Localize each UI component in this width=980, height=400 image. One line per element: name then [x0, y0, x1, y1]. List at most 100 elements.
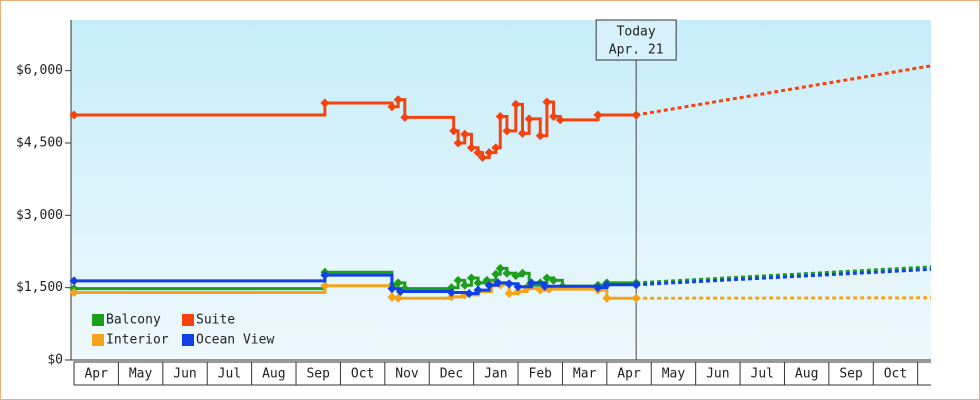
point — [549, 275, 559, 285]
point — [504, 288, 514, 298]
x-tick-label: Jun — [173, 367, 196, 382]
point — [387, 292, 397, 302]
forecast-line — [636, 267, 932, 287]
y-tick-label: $1,500 — [16, 280, 63, 295]
x-tick-label: Jul — [218, 367, 241, 382]
point — [502, 268, 512, 278]
point — [387, 102, 397, 112]
point — [393, 95, 403, 105]
point — [478, 152, 488, 162]
point — [387, 284, 397, 294]
y-tick-label: $6,000 — [16, 63, 63, 78]
point — [473, 285, 483, 295]
point — [517, 128, 527, 138]
point — [526, 278, 536, 288]
point — [460, 280, 470, 290]
point — [491, 143, 501, 153]
point — [400, 112, 410, 122]
legend-swatch — [182, 334, 194, 346]
x-tick-label: Mar — [573, 367, 597, 382]
point — [320, 281, 330, 291]
today-box — [595, 19, 677, 61]
point — [524, 114, 534, 124]
point — [511, 271, 521, 281]
legend-swatch — [92, 334, 104, 346]
x-tick-label: Jul — [751, 367, 774, 382]
point — [517, 268, 527, 278]
point — [69, 276, 79, 286]
point — [495, 111, 505, 121]
x-tick-label: Aug — [795, 367, 818, 382]
x-tick-label: Dec — [440, 367, 463, 382]
x-tick-label: Feb — [529, 367, 553, 382]
x-tick-label: May — [129, 367, 153, 382]
point — [466, 143, 476, 153]
today-label: Today — [617, 25, 656, 40]
x-tick-label: Oct — [884, 367, 907, 382]
point — [602, 280, 612, 290]
point — [473, 278, 483, 288]
point — [542, 273, 552, 283]
x-tick-label: Nov — [395, 367, 419, 382]
forecast-line — [636, 265, 932, 285]
point — [631, 280, 641, 290]
point — [69, 110, 79, 120]
x-tick-label: Oct — [351, 367, 374, 382]
plot-area — [71, 20, 931, 360]
point — [473, 148, 483, 158]
point — [504, 279, 514, 289]
point — [484, 280, 494, 290]
x-tick-label: May — [662, 367, 686, 382]
point — [453, 275, 463, 285]
forecast-line — [635, 64, 932, 117]
point — [513, 287, 523, 297]
point — [484, 148, 494, 158]
point — [320, 98, 330, 108]
x-tick-label: Jun — [706, 367, 729, 382]
point — [446, 283, 456, 293]
x-tick-label: Jan — [484, 367, 507, 382]
y-tick-label: $4,500 — [16, 135, 63, 150]
point — [393, 278, 403, 288]
x-tick-label: Aug — [262, 367, 285, 382]
point — [395, 287, 405, 297]
point — [502, 126, 512, 136]
point — [493, 278, 503, 288]
x-tick-label: Sep — [306, 367, 330, 382]
point — [464, 288, 474, 298]
y-tick-label: $0 — [47, 353, 63, 368]
point — [449, 126, 459, 136]
point — [460, 129, 470, 139]
legend-swatch — [92, 314, 104, 326]
legend-swatch — [182, 314, 194, 326]
point — [453, 138, 463, 148]
point — [542, 97, 552, 107]
point — [602, 293, 612, 303]
point — [593, 283, 603, 293]
point — [446, 287, 456, 297]
point — [593, 110, 603, 120]
point — [555, 115, 565, 125]
point — [466, 273, 476, 283]
point — [69, 287, 79, 297]
point — [631, 293, 641, 303]
y-tick-label: $3,000 — [16, 208, 63, 223]
point — [320, 270, 330, 280]
point — [513, 282, 523, 292]
legend-label: Balcony — [106, 313, 161, 328]
point — [393, 293, 403, 303]
point — [540, 281, 550, 291]
point — [535, 131, 545, 141]
today-date: Apr. 21 — [609, 43, 664, 58]
legend-label: Interior — [106, 333, 169, 348]
x-tick-label: Sep — [839, 367, 863, 382]
point — [549, 111, 559, 121]
legend-label: Ocean View — [196, 333, 274, 348]
point — [631, 110, 641, 120]
x-tick-label: Apr — [617, 367, 641, 382]
point — [495, 263, 505, 273]
point — [511, 99, 521, 109]
legend-label: Suite — [196, 313, 235, 328]
point — [491, 269, 501, 279]
